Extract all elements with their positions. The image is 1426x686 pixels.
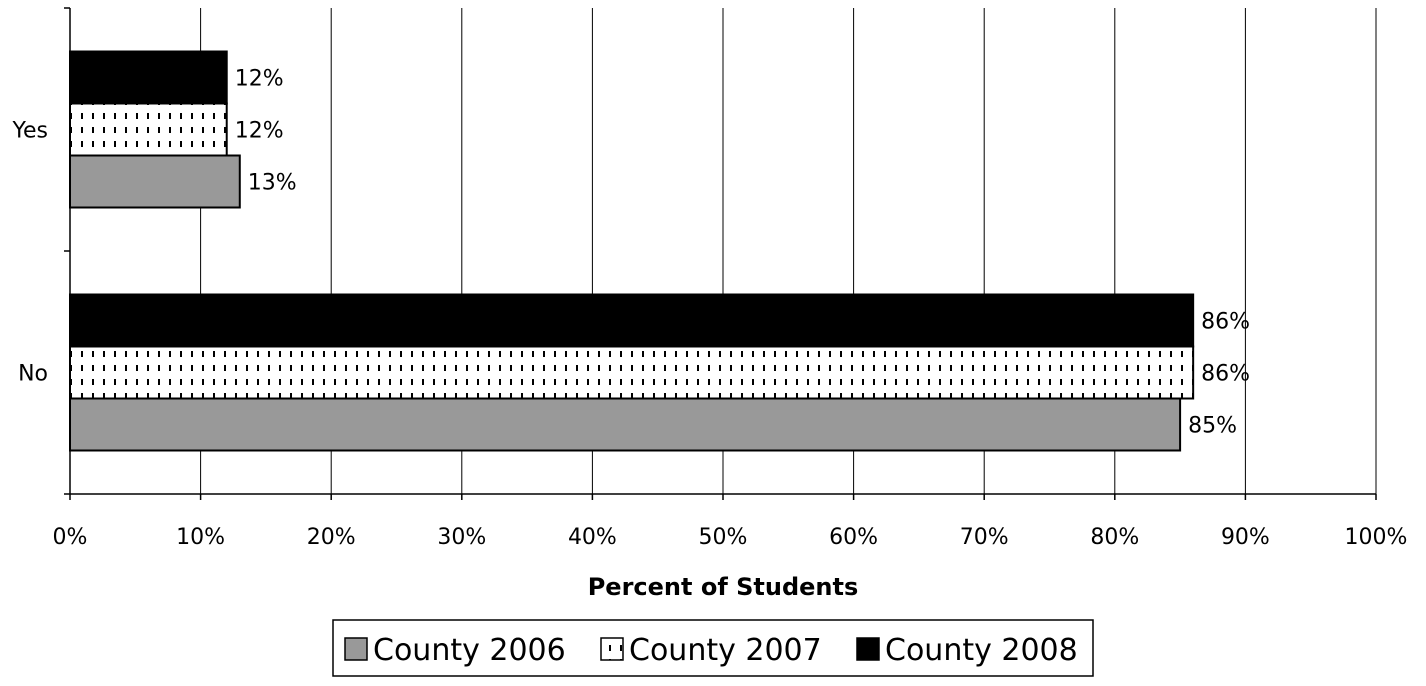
bar-county-2008-yes [69, 50, 228, 105]
legend-label: County 2008 [885, 633, 1078, 668]
legend: County 2006 County 2007 County 2008 [332, 619, 1094, 677]
x-tick-label: 100% [1345, 525, 1408, 550]
bar-county-2006-no [69, 397, 1182, 452]
data-labels: 13% 12% 12% 85% 86% 86% [235, 67, 1250, 439]
legend-swatch [600, 637, 624, 661]
x-axis-title: Percent of Students [588, 573, 859, 601]
y-tick-label: Yes [11, 119, 48, 144]
x-tick-label: 20% [307, 525, 356, 550]
legend-swatch [856, 637, 880, 661]
legend-label: County 2007 [629, 633, 822, 668]
x-tick-label: 30% [437, 525, 486, 550]
legend-box [332, 619, 1094, 677]
data-label: 85% [1188, 414, 1237, 439]
data-label: 86% [1201, 310, 1250, 335]
x-tick-label: 0% [53, 525, 88, 550]
x-tick-label: 40% [568, 525, 617, 550]
legend-label: County 2006 [373, 633, 566, 668]
data-label: 12% [235, 119, 284, 144]
data-label: 86% [1201, 362, 1250, 387]
bar-county-2007-yes [69, 102, 228, 157]
data-label: 13% [248, 171, 297, 196]
x-tick-label: 80% [1090, 525, 1139, 550]
x-tick-label: 10% [176, 525, 225, 550]
bar-county-2007-no [69, 345, 1195, 400]
bar-county-2008-no [69, 293, 1195, 348]
x-tick-label: 50% [699, 525, 748, 550]
x-tick-label: 70% [960, 525, 1009, 550]
y-tick-label: No [18, 362, 48, 387]
bars [69, 50, 1195, 452]
legend-swatch [344, 637, 368, 661]
data-label: 12% [235, 67, 284, 92]
x-tick-label: 60% [829, 525, 878, 550]
axes: 0% 10% 20% 30% 40% 50% 60% 70% 80% 90% 100% Yes No [11, 7, 1408, 550]
bar-county-2006-yes [69, 154, 241, 209]
plot-area [200, 8, 1377, 494]
x-tick-label: 90% [1221, 525, 1270, 550]
